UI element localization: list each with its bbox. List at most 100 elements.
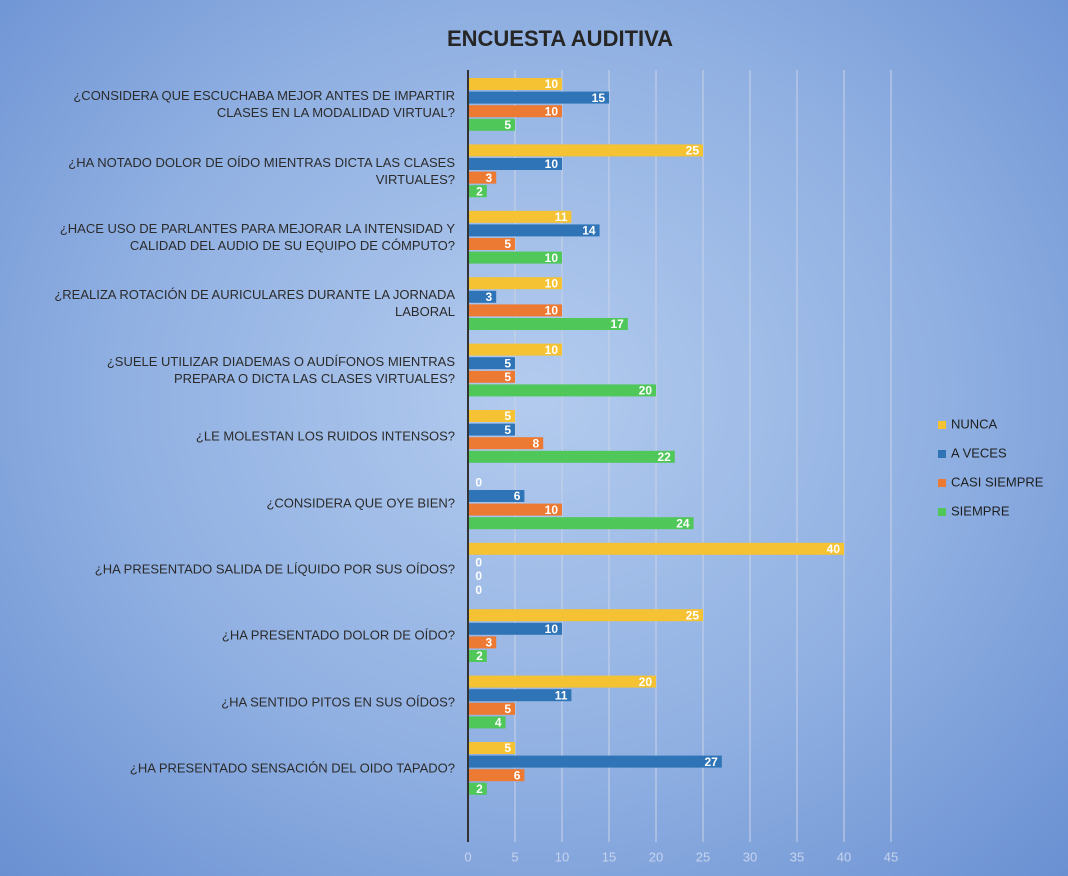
bar bbox=[468, 357, 515, 370]
x-tick-label: 25 bbox=[696, 849, 710, 864]
bar bbox=[468, 78, 562, 90]
value-label: 0 bbox=[475, 569, 482, 583]
bar bbox=[468, 437, 544, 450]
value-label: 17 bbox=[610, 317, 624, 331]
bar bbox=[468, 318, 628, 330]
value-label: 6 bbox=[514, 489, 521, 503]
bar bbox=[468, 144, 703, 157]
bar bbox=[468, 782, 487, 795]
category-label: ¿HA NOTADO DOLOR DE OÍDO MIENTRAS DICTA … bbox=[68, 154, 455, 187]
category-label: ¿CONSIDERA QUE OYE BIEN? bbox=[266, 495, 455, 511]
value-label: 8 bbox=[533, 436, 540, 450]
bar bbox=[468, 636, 497, 649]
legend-label: A VECES bbox=[951, 445, 1007, 460]
value-label: 0 bbox=[475, 476, 482, 490]
bar bbox=[468, 755, 722, 768]
x-tick-label: 0 bbox=[464, 849, 471, 864]
category-label: ¿HA PRESENTADO SALIDA DE LÍQUIDO POR SUS… bbox=[94, 561, 455, 577]
bar bbox=[468, 410, 515, 422]
bar bbox=[468, 517, 694, 530]
value-label: 10 bbox=[545, 276, 559, 290]
value-label: 11 bbox=[555, 210, 568, 224]
legend-swatch bbox=[938, 508, 946, 516]
category-label: ¿HA SENTIDO PITOS EN SUS OÍDOS? bbox=[221, 694, 455, 710]
value-label: 10 bbox=[545, 622, 559, 636]
category-label: ¿HA PRESENTADO DOLOR DE OÍDO? bbox=[221, 627, 455, 643]
value-label: 5 bbox=[504, 118, 511, 132]
bar bbox=[468, 277, 562, 290]
legend-label: SIEMPRE bbox=[951, 503, 1010, 518]
bar bbox=[468, 210, 572, 223]
value-label: 2 bbox=[476, 782, 483, 796]
bar bbox=[468, 304, 562, 317]
bar bbox=[468, 384, 656, 397]
value-label: 3 bbox=[486, 171, 493, 185]
value-label: 24 bbox=[676, 516, 690, 530]
bar bbox=[468, 622, 562, 635]
x-tick-label: 35 bbox=[790, 849, 804, 864]
value-label: 2 bbox=[476, 649, 483, 663]
bar bbox=[468, 91, 609, 104]
bar bbox=[468, 742, 515, 754]
category-label: ¿SUELE UTILIZAR DIADEMAS O AUDÍFONOS MIE… bbox=[106, 353, 455, 386]
value-label: 2 bbox=[476, 184, 483, 198]
bar bbox=[468, 716, 506, 729]
chart-title: ENCUESTA AUDITIVA bbox=[447, 26, 673, 51]
value-label: 14 bbox=[582, 224, 596, 238]
x-tick-label: 20 bbox=[649, 849, 663, 864]
value-label: 10 bbox=[545, 251, 559, 265]
bar bbox=[468, 450, 675, 463]
value-label: 5 bbox=[504, 702, 511, 716]
bar bbox=[468, 238, 515, 250]
value-label: 40 bbox=[827, 542, 841, 556]
value-label: 10 bbox=[545, 343, 559, 357]
value-label: 5 bbox=[504, 423, 511, 437]
bar bbox=[468, 251, 562, 264]
bar bbox=[468, 689, 572, 702]
category-label: ¿HA PRESENTADO SENSACIÓN DEL OIDO TAPADO… bbox=[129, 760, 455, 776]
bar bbox=[468, 423, 515, 436]
bar bbox=[468, 343, 562, 356]
value-label: 5 bbox=[504, 409, 511, 423]
x-tick-label: 45 bbox=[884, 849, 898, 864]
value-label: 22 bbox=[657, 450, 671, 464]
x-tick-label: 15 bbox=[602, 849, 616, 864]
bar bbox=[468, 609, 703, 622]
x-tick-label: 5 bbox=[511, 849, 518, 864]
value-label: 3 bbox=[486, 290, 493, 304]
value-label: 20 bbox=[639, 384, 653, 398]
value-label: 5 bbox=[504, 741, 511, 755]
x-tick-label: 30 bbox=[743, 849, 757, 864]
bar bbox=[468, 542, 844, 555]
value-label: 10 bbox=[545, 304, 559, 318]
bar bbox=[468, 158, 562, 170]
value-label: 0 bbox=[475, 556, 482, 570]
x-tick-label: 40 bbox=[837, 849, 851, 864]
value-label: 3 bbox=[486, 636, 493, 650]
legend-swatch bbox=[938, 421, 946, 429]
bar bbox=[468, 702, 515, 715]
value-label: 10 bbox=[545, 503, 559, 517]
value-label: 10 bbox=[545, 157, 559, 171]
category-label: ¿CONSIDERA QUE ESCUCHABA MEJOR ANTES DE … bbox=[73, 88, 455, 121]
value-label: 5 bbox=[504, 237, 511, 251]
bar bbox=[468, 185, 487, 198]
legend-label: NUNCA bbox=[951, 416, 998, 431]
legend-swatch bbox=[938, 450, 946, 458]
value-label: 6 bbox=[514, 768, 521, 782]
bar bbox=[468, 503, 562, 516]
value-label: 15 bbox=[592, 91, 606, 105]
value-label: 25 bbox=[686, 144, 700, 158]
bar bbox=[468, 118, 515, 131]
value-label: 0 bbox=[475, 583, 482, 597]
bar bbox=[468, 490, 525, 502]
bar bbox=[468, 290, 497, 303]
value-label: 10 bbox=[545, 104, 559, 118]
category-label: ¿REALIZA ROTACIÓN DE AURICULARES DURANTE… bbox=[54, 287, 455, 320]
bar bbox=[468, 650, 487, 662]
bar bbox=[468, 675, 656, 688]
bar bbox=[468, 370, 515, 383]
value-label: 20 bbox=[639, 675, 653, 689]
